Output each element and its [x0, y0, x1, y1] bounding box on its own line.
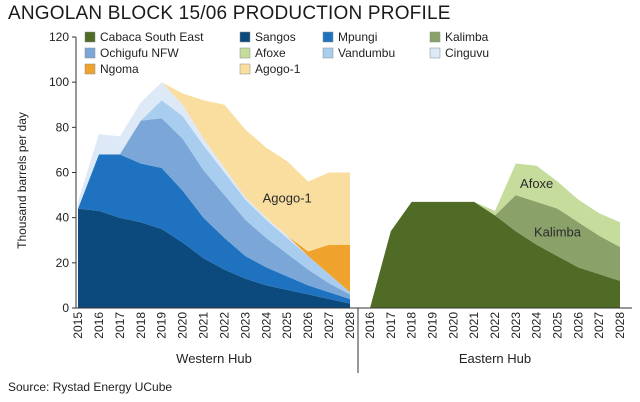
x-tick-label: 2025	[280, 312, 294, 339]
x-tick-label: 2017	[384, 312, 398, 339]
legend-label-cabaca-south-east: Cabaca South East	[100, 30, 204, 44]
y-axis-title: Thousand barrels per day	[15, 112, 29, 249]
legend-label-sangos: Sangos	[255, 30, 296, 44]
y-tick-label: 80	[56, 120, 70, 134]
legend-label-afoxe: Afoxe	[255, 46, 286, 60]
annotation-afoxe: Afoxe	[520, 176, 553, 191]
x-tick-label: 2024	[259, 312, 273, 339]
western-hub-vandumbu-area	[78, 100, 350, 295]
eastern-hub-cabaca-south-east-area	[370, 201, 620, 308]
legend-swatch-mpungi	[322, 31, 334, 43]
legend-swatch-kalimba	[429, 31, 441, 43]
x-tick-label: 2021	[467, 312, 481, 339]
group-label-western-hub: Western Hub	[176, 351, 252, 366]
x-tick-label: 2016	[363, 312, 377, 339]
y-tick-label: 0	[62, 301, 69, 315]
x-tick-label: 2019	[426, 312, 440, 339]
legend: Cabaca South East Sangos Mpungi Kalimba Ochi…	[84, 30, 489, 76]
source-note: Source: Rystad Energy UCube	[8, 380, 173, 394]
eastern-hub-afoxe-area	[370, 163, 620, 308]
western-hub-areas	[78, 82, 350, 308]
legend-swatch-cabaca-south-east	[84, 31, 96, 43]
x-tick-label: 2022	[218, 312, 232, 339]
x-tick-label: 2017	[113, 312, 127, 339]
x-tick-label: 2015	[71, 312, 85, 339]
y-tick-label: 120	[49, 30, 69, 44]
legend-label-vandumbu: Vandumbu	[338, 46, 395, 60]
x-tick-label: 2016	[92, 312, 106, 339]
legend-label-ochigufu-nfw: Ochigufu NFW	[100, 46, 179, 60]
legend-swatch-cinguvu	[429, 47, 441, 59]
legend-label-mpungi: Mpungi	[338, 30, 377, 44]
x-tick-label: 2023	[238, 312, 252, 339]
annotation-agogo-1: Agogo-1	[263, 190, 312, 205]
x-tick-label: 2019	[155, 312, 169, 339]
western-hub-sangos-area	[78, 208, 350, 308]
legend-swatch-ochigufu-nfw	[84, 47, 96, 59]
y-tick-label: 60	[56, 166, 70, 180]
x-tick-label: 2020	[446, 312, 460, 339]
x-tick-label: 2027	[592, 312, 606, 339]
x-tick-label: 2023	[509, 312, 523, 339]
legend-label-agogo-1: Agogo-1	[255, 62, 301, 76]
western-hub-ochigufu-nfw-area	[78, 118, 350, 299]
x-tick-label: 2025	[551, 312, 565, 339]
legend-label-ngoma: Ngoma	[100, 62, 139, 76]
x-tick-label: 2028	[613, 312, 627, 339]
legend-swatch-vandumbu	[322, 47, 334, 59]
x-tick-label: 2027	[322, 312, 336, 339]
western-hub-mpungi-area	[78, 154, 350, 304]
y-tick-label: 40	[56, 211, 70, 225]
x-tick-label: 2021	[197, 312, 211, 339]
y-tick-label: 100	[49, 75, 69, 89]
x-tick-label: 2026	[301, 312, 315, 339]
legend-label-cinguvu: Cinguvu	[445, 46, 489, 60]
stacked-areas	[78, 82, 620, 308]
chart-title: ANGOLAN BLOCK 15/06 PRODUCTION PROFILE	[8, 3, 451, 24]
legend-label-kalimba: Kalimba	[445, 30, 489, 44]
legend-swatch-ngoma	[84, 63, 96, 75]
legend-swatch-sangos	[239, 31, 251, 43]
annotation-kalimba: Kalimba	[534, 224, 582, 239]
x-tick-label: 2018	[405, 312, 419, 339]
x-tick-label: 2022	[488, 312, 502, 339]
legend-swatch-afoxe	[239, 47, 251, 59]
x-tick-label: 2020	[176, 312, 190, 339]
x-tick-label: 2026	[571, 312, 585, 339]
x-tick-label: 2018	[134, 312, 148, 339]
axes: 2015 2016 2017 2018 2019 2020 2021 2022 2023 2024…	[15, 30, 632, 373]
y-tick-label: 20	[56, 256, 70, 270]
eastern-hub-kalimba-area	[370, 195, 620, 308]
x-tick-label: 2024	[530, 312, 544, 339]
eastern-hub-areas	[370, 163, 620, 308]
legend-swatch-agogo-1	[239, 63, 251, 75]
annotations: Agogo-1 Afoxe Kalimba	[263, 176, 582, 240]
group-label-eastern-hub: Eastern Hub	[459, 351, 531, 366]
x-tick-label: 2028	[343, 312, 357, 339]
western-hub-agogo-1-area	[78, 82, 350, 252]
